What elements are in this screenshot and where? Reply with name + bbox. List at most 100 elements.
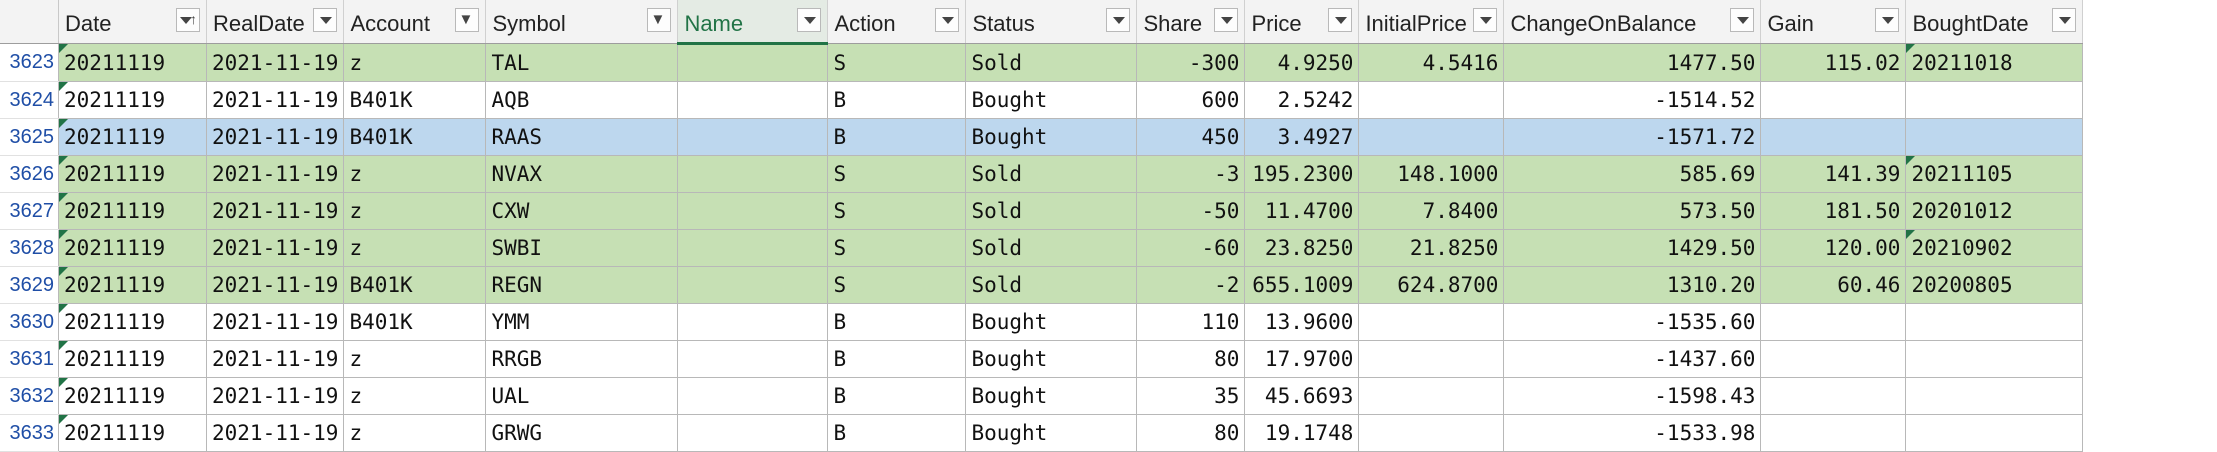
column-header-realdate[interactable]: RealDate — [206, 0, 345, 44]
cell-name[interactable] — [677, 192, 829, 230]
table-row[interactable]: 3623 20211119 2021-11-19 z TAL S Sold -300 4.925… — [0, 43, 2084, 82]
cell-gain[interactable]: 141.39 — [1760, 155, 1907, 193]
row-number[interactable]: 3628 — [0, 229, 59, 267]
cell-date[interactable]: 20211119 — [58, 340, 207, 378]
cell-symbol[interactable]: CXW — [485, 192, 679, 230]
cell-date[interactable]: 20211119 — [58, 303, 207, 341]
cell-share[interactable]: 450 — [1136, 118, 1246, 156]
cell-price[interactable]: 23.8250 — [1244, 229, 1360, 267]
cell-action[interactable]: S — [827, 155, 967, 193]
column-header-gain[interactable]: Gain — [1760, 0, 1907, 44]
cell-share[interactable]: -300 — [1136, 43, 1246, 82]
column-header-status[interactable]: Status — [965, 0, 1138, 44]
cell-symbol[interactable]: TAL — [485, 43, 679, 82]
cell-date[interactable]: 20211119 — [58, 118, 207, 156]
row-number[interactable]: 3625 — [0, 118, 59, 156]
cell-name[interactable] — [677, 303, 829, 341]
cell-boughtdate[interactable] — [1905, 414, 2084, 452]
cell-status[interactable]: Bought — [965, 118, 1138, 156]
cell-initialprice[interactable] — [1358, 414, 1505, 452]
column-header-initialprice[interactable]: InitialPrice — [1358, 0, 1505, 44]
row-number[interactable]: 3633 — [0, 414, 59, 452]
column-header-symbol[interactable]: Symbol ▼ — [485, 0, 679, 44]
cell-account[interactable]: B401K — [343, 81, 487, 119]
filter-dropdown-icon[interactable] — [935, 8, 960, 32]
cell-share[interactable]: 600 — [1136, 81, 1246, 119]
cell-gain[interactable] — [1760, 118, 1907, 156]
cell-price[interactable]: 655.1009 — [1244, 266, 1360, 304]
cell-initialprice[interactable] — [1358, 340, 1505, 378]
cell-symbol[interactable]: REGN — [485, 266, 679, 304]
cell-realdate[interactable]: 2021-11-19 — [205, 414, 345, 452]
cell-status[interactable]: Sold — [965, 192, 1138, 230]
cell-price[interactable]: 45.6693 — [1244, 377, 1360, 415]
cell-date[interactable]: 20211119 — [58, 155, 207, 193]
cell-symbol[interactable]: AQB — [485, 81, 679, 119]
cell-gain[interactable] — [1760, 414, 1907, 452]
column-header-name[interactable]: Name — [677, 0, 829, 45]
cell-action[interactable]: B — [827, 414, 967, 452]
column-header-account[interactable]: Account ▼ — [343, 0, 487, 44]
cell-realdate[interactable]: 2021-11-19 — [205, 155, 345, 193]
cell-symbol[interactable]: RRGB — [485, 340, 679, 378]
cell-share[interactable]: 80 — [1136, 340, 1246, 378]
cell-gain[interactable] — [1760, 81, 1907, 119]
column-header-boughtdate[interactable]: BoughtDate — [1905, 0, 2084, 44]
cell-boughtdate[interactable]: 20211105 — [1905, 155, 2084, 193]
cell-price[interactable]: 2.5242 — [1244, 81, 1360, 119]
cell-account[interactable]: z — [343, 229, 487, 267]
cell-initialprice[interactable]: 148.1000 — [1358, 155, 1505, 193]
cell-action[interactable]: B — [827, 377, 967, 415]
cell-name[interactable] — [677, 155, 829, 193]
cell-gain[interactable]: 60.46 — [1760, 266, 1907, 304]
cell-realdate[interactable]: 2021-11-19 — [205, 377, 345, 415]
cell-realdate[interactable]: 2021-11-19 — [205, 340, 345, 378]
cell-boughtdate[interactable] — [1905, 81, 2084, 119]
cell-share[interactable]: 80 — [1136, 414, 1246, 452]
cell-changeonbalance[interactable]: 585.69 — [1503, 155, 1762, 193]
filter-dropdown-icon[interactable] — [1214, 8, 1239, 32]
cell-share[interactable]: 35 — [1136, 377, 1246, 415]
cell-action[interactable]: S — [827, 266, 967, 304]
cell-share[interactable]: -60 — [1136, 229, 1246, 267]
cell-status[interactable]: Bought — [965, 340, 1138, 378]
cell-date[interactable]: 20211119 — [58, 229, 207, 267]
cell-date[interactable]: 20211119 — [58, 266, 207, 304]
cell-account[interactable]: z — [343, 43, 487, 82]
cell-price[interactable]: 19.1748 — [1244, 414, 1360, 452]
cell-price[interactable]: 3.4927 — [1244, 118, 1360, 156]
cell-symbol[interactable]: UAL — [485, 377, 679, 415]
cell-price[interactable]: 4.9250 — [1244, 43, 1360, 82]
cell-symbol[interactable]: NVAX — [485, 155, 679, 193]
cell-changeonbalance[interactable]: 1477.50 — [1503, 43, 1762, 82]
cell-date[interactable]: 20211119 — [58, 192, 207, 230]
cell-symbol[interactable]: GRWG — [485, 414, 679, 452]
cell-realdate[interactable]: 2021-11-19 — [205, 81, 345, 119]
cell-name[interactable] — [677, 229, 829, 267]
column-header-price[interactable]: Price — [1244, 0, 1360, 44]
cell-status[interactable]: Sold — [965, 266, 1138, 304]
row-number[interactable]: 3631 — [0, 340, 59, 378]
cell-status[interactable]: Bought — [965, 303, 1138, 341]
cell-changeonbalance[interactable]: -1533.98 — [1503, 414, 1762, 452]
select-all-corner[interactable] — [0, 0, 59, 44]
cell-name[interactable] — [677, 340, 829, 378]
cell-date[interactable]: 20211119 — [58, 377, 207, 415]
cell-boughtdate[interactable]: 20210902 — [1905, 229, 2084, 267]
filter-dropdown-icon[interactable] — [1473, 8, 1498, 32]
cell-symbol[interactable]: YMM — [485, 303, 679, 341]
table-row[interactable]: 3627 20211119 2021-11-19 z CXW S Sold -50 11.470… — [0, 192, 2084, 230]
cell-action[interactable]: S — [827, 192, 967, 230]
cell-changeonbalance[interactable]: -1571.72 — [1503, 118, 1762, 156]
cell-gain[interactable] — [1760, 340, 1907, 378]
filter-dropdown-icon[interactable] — [1328, 8, 1353, 32]
filter-dropdown-icon[interactable] — [1875, 8, 1900, 32]
cell-boughtdate[interactable]: 20200805 — [1905, 266, 2084, 304]
cell-realdate[interactable]: 2021-11-19 — [205, 266, 345, 304]
cell-status[interactable]: Bought — [965, 414, 1138, 452]
filter-dropdown-icon[interactable] — [1730, 8, 1755, 32]
cell-initialprice[interactable]: 624.8700 — [1358, 266, 1505, 304]
cell-action[interactable]: B — [827, 303, 967, 341]
cell-status[interactable]: Bought — [965, 81, 1138, 119]
cell-changeonbalance[interactable]: 573.50 — [1503, 192, 1762, 230]
